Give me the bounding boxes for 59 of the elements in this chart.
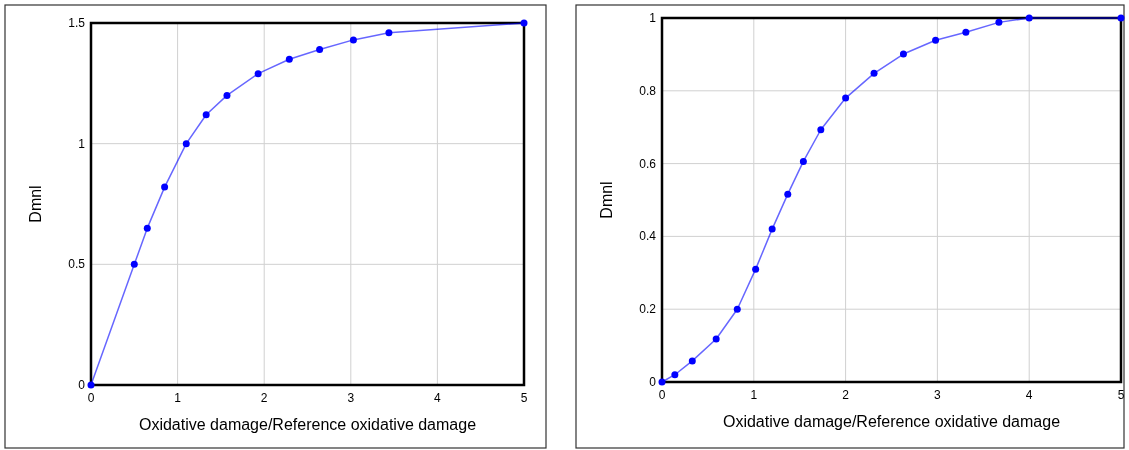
x-axis-title: Oxidative damage/Reference oxidative damage — [138, 416, 477, 433]
point — [385, 29, 393, 37]
y-tick-label: 0.2 — [639, 302, 657, 317]
point — [712, 335, 720, 343]
x-tick-label: 5 — [1117, 388, 1125, 402]
point — [799, 157, 807, 165]
y-tick-label: 0.6 — [639, 156, 657, 171]
point — [1117, 14, 1125, 22]
point — [1025, 14, 1033, 22]
x-tick-label: 0 — [87, 391, 95, 405]
point — [182, 140, 190, 148]
x-tick-label: 2 — [260, 391, 268, 405]
point — [316, 46, 324, 54]
point — [202, 111, 210, 119]
y-tick-label: 1.5 — [68, 16, 86, 30]
y-tick-label: 1 — [649, 11, 657, 25]
point — [899, 50, 907, 58]
y-tick-label: 0 — [649, 375, 657, 389]
line-series — [658, 14, 1125, 386]
point — [349, 36, 357, 44]
point — [671, 371, 679, 379]
point — [870, 69, 878, 77]
point — [223, 91, 231, 99]
point — [733, 305, 741, 313]
x-tick-label: 4 — [1025, 388, 1033, 402]
x-tick-label: 5 — [520, 391, 528, 405]
point — [932, 36, 940, 44]
point — [784, 190, 792, 198]
y-tick-label: 0 — [78, 378, 86, 392]
line-series — [87, 19, 528, 389]
point — [768, 225, 776, 233]
x-tick-label: 1 — [750, 388, 758, 402]
x-tick-label: 2 — [842, 388, 850, 402]
point — [817, 126, 825, 134]
x-tick-label: 3 — [347, 391, 355, 405]
point — [995, 18, 1003, 26]
point — [752, 265, 760, 273]
point — [962, 28, 970, 36]
point — [688, 357, 696, 365]
y-tick-label: 0.4 — [639, 229, 657, 244]
x-tick-label: 0 — [658, 388, 666, 402]
point — [130, 260, 138, 268]
y-tick-label: 0.8 — [639, 83, 657, 98]
point — [520, 19, 528, 27]
x-tick-label: 4 — [434, 391, 442, 405]
y-axis-title: Dmnl — [598, 181, 615, 219]
x-tick-label: 3 — [934, 388, 942, 402]
x-tick-label: 1 — [174, 391, 182, 405]
point — [658, 378, 666, 386]
point — [161, 183, 169, 191]
point — [285, 55, 293, 63]
point — [87, 381, 95, 389]
y-axis-title: Dmnl — [27, 185, 44, 223]
y-tick-label: 0.5 — [68, 257, 86, 272]
x-axis-title: Oxidative damage/Reference oxidative damage — [722, 413, 1061, 430]
point — [254, 70, 262, 78]
point — [143, 224, 151, 232]
y-tick-label: 1 — [78, 136, 86, 151]
point — [842, 94, 850, 102]
